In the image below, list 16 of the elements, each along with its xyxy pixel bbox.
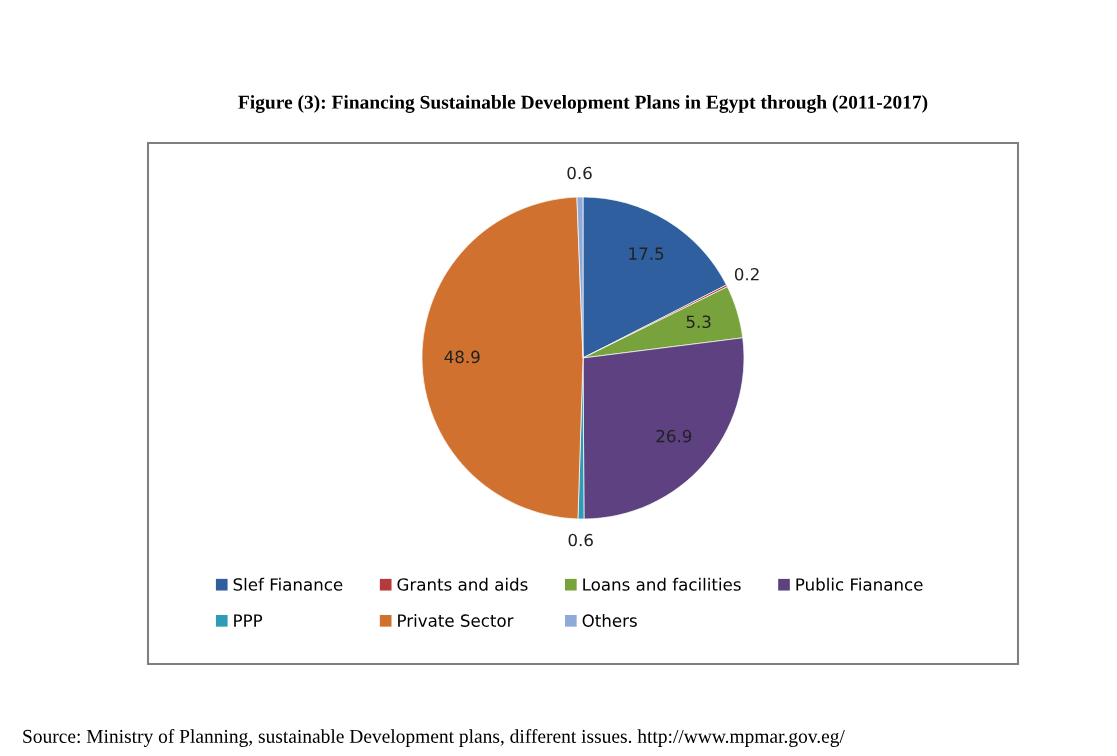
legend-label: Public Fianance (796, 577, 923, 591)
source-note: Source: Ministry of Planning, sustainable Development plans, different issues. http://www.mpmar.gov.eg/ (23, 729, 845, 747)
legend-label: Slef Fianance (233, 577, 343, 591)
legend-label: Others (582, 614, 637, 627)
data-label: 0.6 (568, 533, 593, 547)
legend-label: Loans and facilities (583, 577, 741, 591)
legend-label: Private Sector (398, 614, 514, 627)
legend-label: PPP (234, 614, 263, 627)
data-label: 5.3 (686, 315, 711, 329)
data-label: 0.2 (734, 267, 759, 281)
data-label: 26.9 (656, 429, 692, 443)
data-label: 17.5 (629, 247, 664, 260)
data-label: 48.9 (444, 350, 480, 364)
legend-label: Grants and aids (397, 577, 528, 591)
chart-title: Figure (3): Financing Sustainable Development Plans in Egypt through (2011-2017) (238, 95, 928, 113)
data-label: 0.6 (567, 166, 592, 180)
